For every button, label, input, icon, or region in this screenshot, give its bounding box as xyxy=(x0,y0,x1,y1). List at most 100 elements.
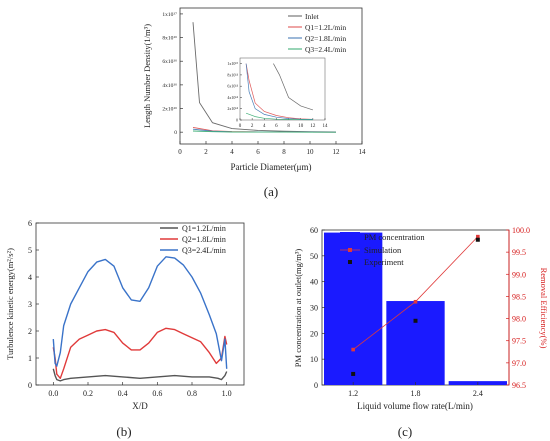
series-line-q1-1-2l-min xyxy=(52,368,228,382)
panel-b-x-tick-label: 0.4 xyxy=(118,389,128,398)
legend-label-q2-1-8l-min: Q2=1.8L/min xyxy=(182,235,226,244)
bar-1-2 xyxy=(324,232,383,385)
panel-a-series xyxy=(192,22,337,133)
panel-c-y-tick-label: 0 xyxy=(314,381,318,390)
bar-1-8 xyxy=(386,301,445,385)
legend-swatch-pm-concentration xyxy=(340,232,360,241)
inset-y-tick-label: 6x10¹⁴ xyxy=(227,84,238,89)
series-line-q2-1-8l-min xyxy=(52,327,228,379)
experiment-point xyxy=(413,318,418,323)
legend-label-q3-2-4l-min: Q3=2.4L/min xyxy=(305,45,346,54)
panel-a-inset-frame xyxy=(239,57,326,121)
panel-a-y-tick-label: 8x10¹⁶ xyxy=(162,36,177,42)
panel-a-x-tick-label: 0 xyxy=(178,148,182,156)
panel-c-y-tick-label: 30 xyxy=(310,304,318,313)
panel-c-label: (c) xyxy=(398,424,412,439)
panel-a-legend: Inlet Q1=1.2L/min Q2=1.8L/min Q3=2.4L/min xyxy=(288,12,346,54)
panel-a-x-tick-label: 4 xyxy=(230,148,234,156)
simulation-point xyxy=(413,299,418,304)
panel-a-x-ticks: 0 2 4 6 8 10 12 14 xyxy=(178,141,366,156)
experiment-point xyxy=(475,237,480,242)
inset-x-tick-label: 0 xyxy=(239,124,242,129)
panel-a-x-tick-label: 10 xyxy=(307,148,315,156)
legend-swatch-simulation xyxy=(348,248,352,252)
panel-a-ylabel: Length Number Density(1/m³) xyxy=(142,24,152,128)
panel-a-x-tick-label: 12 xyxy=(333,148,341,156)
panel-a-inset-y-ticks: 0 2x10¹⁴ 4x10¹⁴ 6x10¹⁴ 8x10¹⁴ 1x10¹⁵ xyxy=(227,61,242,123)
inset-series-line-q2-1-8l-min xyxy=(245,63,313,120)
panel-b-y-tick-label: 5 xyxy=(28,246,32,255)
legend-swatch-experiment xyxy=(348,260,352,264)
panel-c-y-tick-label: 40 xyxy=(310,278,318,287)
legend-label-inlet: Inlet xyxy=(305,12,320,21)
panel-c-x-tick-label: 1.8 xyxy=(411,389,421,398)
panel-c-legend: PM concentration Simulation Experiment xyxy=(340,232,425,267)
panel-a-y-tick-label: 2x10¹⁶ xyxy=(162,107,177,113)
panel-b-x-ticks: 0.0 0.2 0.4 0.6 0.8 1.0 xyxy=(48,382,232,398)
panel-a-x-tick-label: 14 xyxy=(359,148,367,156)
series-line-q3-2-4l-min xyxy=(192,130,336,133)
panel-c-y2-tick-label: 99.0 xyxy=(512,270,526,279)
panel-b-y-tick-label: 0 xyxy=(28,381,32,390)
panel-b-series xyxy=(52,256,228,382)
panel-b-y-tick-label: 1 xyxy=(28,354,32,363)
panel-b-y-tick-label: 6 xyxy=(28,219,32,228)
panel-c-y-tick-label: 60 xyxy=(310,226,318,235)
legend-label-experiment: Experiment xyxy=(364,257,404,267)
panel-a-y-tick-label: 1x10¹⁷ xyxy=(162,12,177,18)
panel-a: Length Number Density(1/m³) Particle Dia… xyxy=(142,7,366,199)
inset-x-tick-label: 10 xyxy=(298,124,304,129)
panel-a-y-ticks: 0 2x10¹⁶ 4x10¹⁶ 6x10¹⁶ 8x10¹⁶ 1x10¹⁷ xyxy=(162,12,183,136)
panel-b-x-tick-label: 0.6 xyxy=(152,389,162,398)
panel-c-y2-tick-label: 99.5 xyxy=(512,248,526,257)
inset-x-tick-label: 14 xyxy=(323,124,329,129)
panel-b: Turbulence kinetic energy(m²/s²) X/D 0 1 2… xyxy=(5,219,245,439)
panel-a-plot-frame xyxy=(179,7,363,145)
panel-a-x-tick-label: 6 xyxy=(256,148,260,156)
panel-c-y2-tick-label: 96.5 xyxy=(512,381,526,390)
inset-x-tick-label: 8 xyxy=(287,124,290,129)
panel-a-label: (a) xyxy=(264,184,278,199)
experiment-point xyxy=(351,371,356,376)
panel-c-y2-tick-label: 97.5 xyxy=(512,337,526,346)
inset-y-tick-label: 2x10¹⁴ xyxy=(227,106,238,111)
panel-c-xlabel: Liquid volume flow rate(L/min) xyxy=(357,401,473,411)
panel-c-y2-ticks: 96.5 97.0 97.5 98.0 98.5 99.0 99.5 100.0 xyxy=(506,226,530,390)
panel-b-label: (b) xyxy=(116,424,131,439)
inset-x-tick-label: 4 xyxy=(263,124,266,129)
panel-b-ylabel: Turbulence kinetic energy(m²/s²) xyxy=(5,248,15,360)
panel-b-x-tick-label: 0.8 xyxy=(187,389,197,398)
series-line-q3-2-4l-min xyxy=(52,256,228,369)
panel-a-x-tick-label: 8 xyxy=(282,148,286,156)
panel-b-x-tick-label: 0.2 xyxy=(83,389,93,398)
legend-label-q1-1-2l-min: Q1=1.2L/min xyxy=(305,23,346,32)
legend-label-simulation: Simulation xyxy=(364,245,402,255)
panel-c-y2label: Removal Efficiency(%) xyxy=(539,268,549,349)
panel-b-y-tick-label: 4 xyxy=(28,273,32,282)
simulation-point xyxy=(476,234,480,239)
inset-y-tick-label: 0 xyxy=(236,118,238,123)
panel-c-y-tick-label: 20 xyxy=(310,329,318,338)
panel-c-y-tick-label: 10 xyxy=(310,355,318,364)
panel-c-series xyxy=(351,234,480,376)
panel-a-y-tick-label: 0 xyxy=(174,130,177,136)
inset-series-line-q1-1-2l-min xyxy=(245,63,313,120)
panel-c-y-tick-label: 50 xyxy=(310,252,318,261)
panel-a-y-tick-label: 6x10¹⁶ xyxy=(162,59,177,65)
legend-label-q2-1-8l-min: Q2=1.8L/min xyxy=(305,34,346,43)
panel-c-y-ticks: 0 10 20 30 40 50 60 xyxy=(310,226,325,390)
inset-x-tick-label: 6 xyxy=(275,124,278,129)
simulation-point xyxy=(351,347,355,352)
panel-c-ylabel: PM concentration at outlet(mg/m³) xyxy=(293,249,303,368)
panel-b-x-tick-label: 1.0 xyxy=(222,389,232,398)
inset-series-line-inlet xyxy=(273,63,314,111)
inset-y-tick-label: 8x10¹⁴ xyxy=(227,72,238,77)
panel-a-inset-series xyxy=(245,63,314,121)
panel-b-y-tick-label: 2 xyxy=(28,327,32,336)
panel-c-bars xyxy=(324,232,507,385)
inset-y-tick-label: 4x10¹⁴ xyxy=(227,95,238,100)
panel-c-y2-tick-label: 97.0 xyxy=(512,359,526,368)
panel-b-y-ticks: 0 1 2 3 4 5 6 xyxy=(28,219,39,390)
legend-label-q3-2-4l-min: Q3=2.4L/min xyxy=(182,246,226,255)
